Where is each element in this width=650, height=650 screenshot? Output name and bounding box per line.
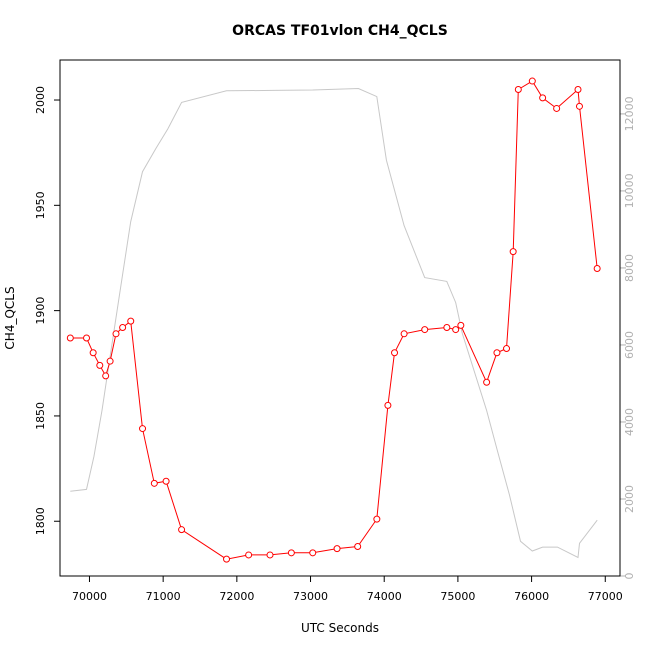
x-axis-ticks: 70000 71000 72000 73000 74000 75000 76000 77000 xyxy=(72,576,623,603)
y-axis-ticks: 1800 1850 1900 1950 2000 xyxy=(34,86,60,535)
x-axis-label: UTC Seconds xyxy=(301,621,379,635)
data-point xyxy=(354,543,362,551)
data-point xyxy=(457,321,465,329)
data-point xyxy=(509,248,517,256)
data-point xyxy=(112,330,120,338)
plot-frame xyxy=(59,59,621,577)
data-point xyxy=(139,425,147,433)
x-tick-label: 77000 xyxy=(588,590,623,603)
data-point xyxy=(452,326,460,334)
y-tick-label: 1900 xyxy=(34,297,47,325)
y-tick-label: 1950 xyxy=(34,191,47,219)
data-point xyxy=(421,326,429,334)
data-point xyxy=(89,349,97,357)
x-tick-label: 73000 xyxy=(293,590,328,603)
data-point xyxy=(333,545,341,553)
data-point xyxy=(503,345,511,353)
data-point xyxy=(309,549,317,557)
data-point xyxy=(593,265,601,273)
data-point xyxy=(493,349,501,357)
y2-tick-label: 12000 xyxy=(623,96,636,131)
data-point xyxy=(574,85,582,93)
x-tick-label: 71000 xyxy=(146,590,181,603)
data-point xyxy=(266,551,274,559)
data-point xyxy=(575,102,583,110)
data-point xyxy=(162,477,170,485)
y2-tick-label: 8000 xyxy=(623,254,636,282)
data-point xyxy=(178,526,186,534)
x-tick-label: 76000 xyxy=(514,590,549,603)
data-point xyxy=(66,334,74,342)
data-point xyxy=(102,372,110,380)
data-point xyxy=(245,551,253,559)
data-point xyxy=(119,323,127,331)
data-point xyxy=(287,549,295,557)
data-point xyxy=(223,555,231,563)
data-point xyxy=(150,479,158,487)
data-point xyxy=(373,515,381,523)
data-point xyxy=(96,361,104,369)
data-point xyxy=(384,401,392,409)
y-tick-label: 2000 xyxy=(34,86,47,114)
data-point xyxy=(443,323,451,331)
data-point xyxy=(83,334,91,342)
data-point xyxy=(400,330,408,338)
y2-tick-label: 0 xyxy=(623,573,636,580)
y-tick-label: 1800 xyxy=(34,507,47,535)
data-point xyxy=(514,85,522,93)
data-point xyxy=(483,378,491,386)
data-point xyxy=(106,357,114,365)
y2-tick-label: 6000 xyxy=(623,331,636,359)
x-tick-label: 72000 xyxy=(219,590,254,603)
data-point xyxy=(553,104,561,112)
x-tick-label: 70000 xyxy=(72,590,107,603)
x-tick-label: 75000 xyxy=(440,590,475,603)
series-layer xyxy=(66,77,601,563)
data-point xyxy=(528,77,536,85)
secondary-series-line xyxy=(70,87,598,559)
y2-tick-label: 2000 xyxy=(623,485,636,513)
data-point xyxy=(127,317,135,325)
x-tick-label: 74000 xyxy=(367,590,402,603)
y-tick-label: 1850 xyxy=(34,402,47,430)
y-axis-label: CH4_QCLS xyxy=(3,286,17,349)
secondary-y-axis-ticks: 0 2000 4000 6000 8000 10000 12000 xyxy=(620,96,636,580)
data-point xyxy=(391,349,399,357)
y2-tick-label: 4000 xyxy=(623,408,636,436)
chart-title: ORCAS TF01vlon CH4_QCLS xyxy=(232,23,448,39)
y2-tick-label: 10000 xyxy=(623,173,636,208)
data-point xyxy=(539,94,547,102)
